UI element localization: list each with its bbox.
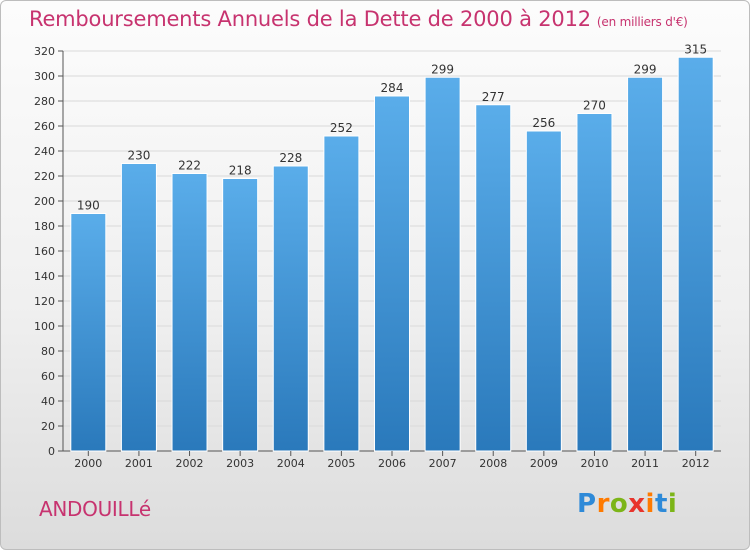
y-tick-label: 20 bbox=[41, 420, 55, 433]
bar bbox=[70, 213, 107, 452]
bar-value-label: 277 bbox=[482, 90, 505, 104]
y-tick-label: 220 bbox=[34, 170, 55, 183]
bar bbox=[120, 163, 157, 452]
x-tick-label: 2008 bbox=[479, 457, 507, 470]
bar bbox=[222, 178, 259, 452]
x-tick-label: 2007 bbox=[429, 457, 457, 470]
chart-title-unit: (en milliers d'€) bbox=[596, 15, 688, 29]
x-tick-label: 2002 bbox=[176, 457, 204, 470]
y-tick-label: 200 bbox=[34, 195, 55, 208]
x-tick-labels: 2000 2001 2002 2003 2004 2005 2006 2007 2008 2009… bbox=[74, 451, 710, 470]
bar-value-label: 315 bbox=[684, 42, 707, 56]
y-tick-label: 80 bbox=[41, 345, 55, 358]
bar-value-label: 222 bbox=[178, 159, 201, 173]
x-tick-label: 2001 bbox=[125, 457, 153, 470]
y-tick-labels: 0 20 40 60 80 100 120 140 160 180 200 220 240 260 280 3… bbox=[34, 45, 63, 458]
y-tick-label: 320 bbox=[34, 45, 55, 58]
y-tick-label: 180 bbox=[34, 220, 55, 233]
bar bbox=[272, 165, 309, 452]
x-tick-label: 2004 bbox=[277, 457, 305, 470]
y-tick-label: 240 bbox=[34, 145, 55, 158]
bar bbox=[475, 104, 512, 452]
x-tick-label: 2005 bbox=[327, 457, 355, 470]
bar-value-label: 190 bbox=[77, 199, 100, 213]
x-tick-label: 2000 bbox=[74, 457, 102, 470]
bar-value-label: 284 bbox=[381, 81, 404, 95]
logo-letter: x bbox=[628, 489, 646, 519]
bars bbox=[70, 56, 714, 452]
bar bbox=[627, 76, 664, 452]
bar-value-label: 270 bbox=[583, 99, 606, 113]
y-tick-label: 280 bbox=[34, 95, 55, 108]
bar bbox=[576, 113, 613, 452]
bar-value-label: 252 bbox=[330, 121, 353, 135]
bar-value-label: 256 bbox=[532, 116, 555, 130]
bar bbox=[525, 130, 562, 452]
x-tick-label: 2010 bbox=[580, 457, 608, 470]
logo-letter: P bbox=[577, 489, 597, 519]
logo-letter: i bbox=[667, 489, 678, 519]
x-tick-label: 2011 bbox=[631, 457, 659, 470]
chart-title: Remboursements Annuels de la Dette de 20… bbox=[29, 7, 688, 31]
x-tick-label: 2009 bbox=[530, 457, 558, 470]
y-tick-label: 300 bbox=[34, 70, 55, 83]
bar-value-label: 218 bbox=[229, 164, 252, 178]
commune-name: ANDOUILLé bbox=[39, 497, 151, 521]
y-tick-label: 160 bbox=[34, 245, 55, 258]
bar bbox=[323, 135, 360, 452]
bar-value-label: 299 bbox=[634, 62, 657, 76]
y-tick-label: 60 bbox=[41, 370, 55, 383]
logo-letter: o bbox=[609, 489, 629, 519]
bar-value-label: 299 bbox=[431, 62, 454, 76]
logo-letter: r bbox=[596, 489, 610, 519]
data-labels: 190 230 222 218 228 252 284 299 277 256 270 299 315 bbox=[77, 42, 707, 212]
y-tick-label: 260 bbox=[34, 120, 55, 133]
y-tick-label: 0 bbox=[48, 445, 55, 458]
proxiti-logo: Proxiti bbox=[577, 489, 677, 519]
x-tick-label: 2006 bbox=[378, 457, 406, 470]
bar bbox=[424, 76, 461, 452]
y-tick-label: 100 bbox=[34, 320, 55, 333]
y-tick-label: 40 bbox=[41, 395, 55, 408]
bar-value-label: 230 bbox=[127, 149, 150, 163]
logo-letter: i bbox=[645, 489, 655, 519]
y-tick-label: 120 bbox=[34, 295, 55, 308]
x-tick-label: 2012 bbox=[682, 457, 710, 470]
bar-value-label: 228 bbox=[279, 151, 302, 165]
chart-title-text: Remboursements Annuels de la Dette de 20… bbox=[29, 7, 591, 31]
bar bbox=[677, 56, 714, 452]
logo-letter: t bbox=[654, 489, 668, 519]
bar bbox=[171, 173, 208, 452]
x-tick-label: 2003 bbox=[226, 457, 254, 470]
y-tick-label: 140 bbox=[34, 270, 55, 283]
bar bbox=[374, 95, 410, 452]
